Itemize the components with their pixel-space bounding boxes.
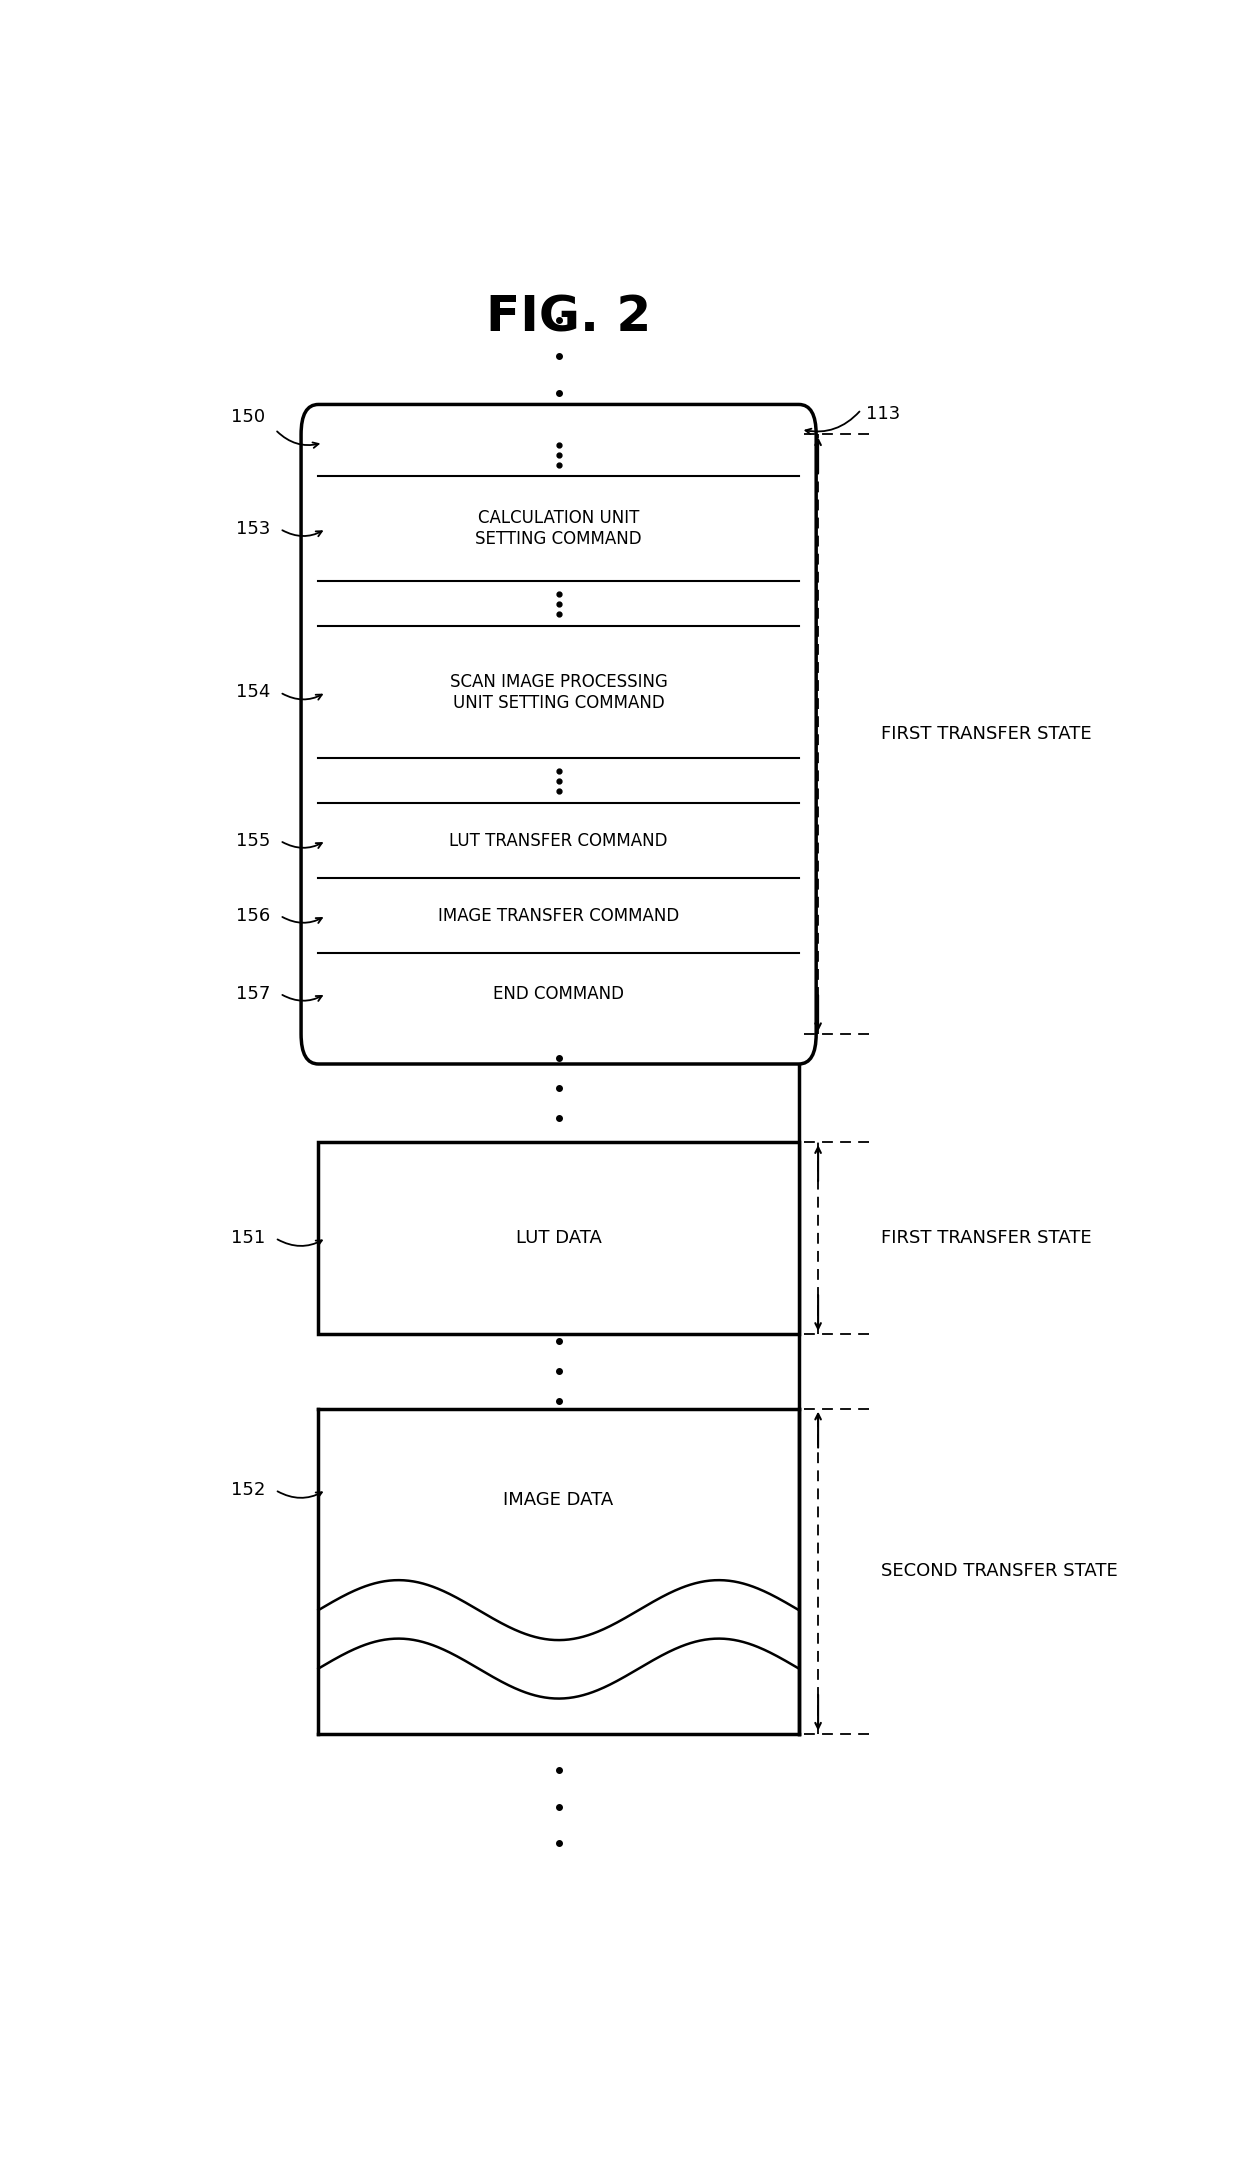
Text: 152: 152 — [231, 1482, 265, 1499]
Text: FIG. 2: FIG. 2 — [486, 294, 651, 342]
Text: LUT TRANSFER COMMAND: LUT TRANSFER COMMAND — [449, 831, 668, 850]
Text: 113: 113 — [866, 404, 900, 424]
Text: 155: 155 — [236, 831, 270, 850]
Text: 150: 150 — [232, 409, 265, 426]
Text: 156: 156 — [236, 906, 270, 924]
Text: LUT DATA: LUT DATA — [516, 1229, 601, 1248]
Text: SECOND TRANSFER STATE: SECOND TRANSFER STATE — [880, 1562, 1117, 1581]
Text: CALCULATION UNIT
SETTING COMMAND: CALCULATION UNIT SETTING COMMAND — [475, 510, 642, 547]
Text: 151: 151 — [232, 1229, 265, 1248]
Text: SCAN IMAGE PROCESSING
UNIT SETTING COMMAND: SCAN IMAGE PROCESSING UNIT SETTING COMMA… — [450, 673, 667, 712]
Text: 154: 154 — [236, 684, 270, 701]
Text: IMAGE DATA: IMAGE DATA — [503, 1490, 614, 1510]
Bar — [319, 1142, 799, 1335]
Text: 153: 153 — [236, 519, 270, 539]
FancyBboxPatch shape — [301, 404, 816, 1064]
Text: FIRST TRANSFER STATE: FIRST TRANSFER STATE — [880, 1229, 1091, 1248]
Text: END COMMAND: END COMMAND — [494, 984, 624, 1001]
Text: FIRST TRANSFER STATE: FIRST TRANSFER STATE — [880, 725, 1091, 744]
Text: 157: 157 — [236, 984, 270, 1001]
Text: IMAGE TRANSFER COMMAND: IMAGE TRANSFER COMMAND — [438, 906, 680, 924]
